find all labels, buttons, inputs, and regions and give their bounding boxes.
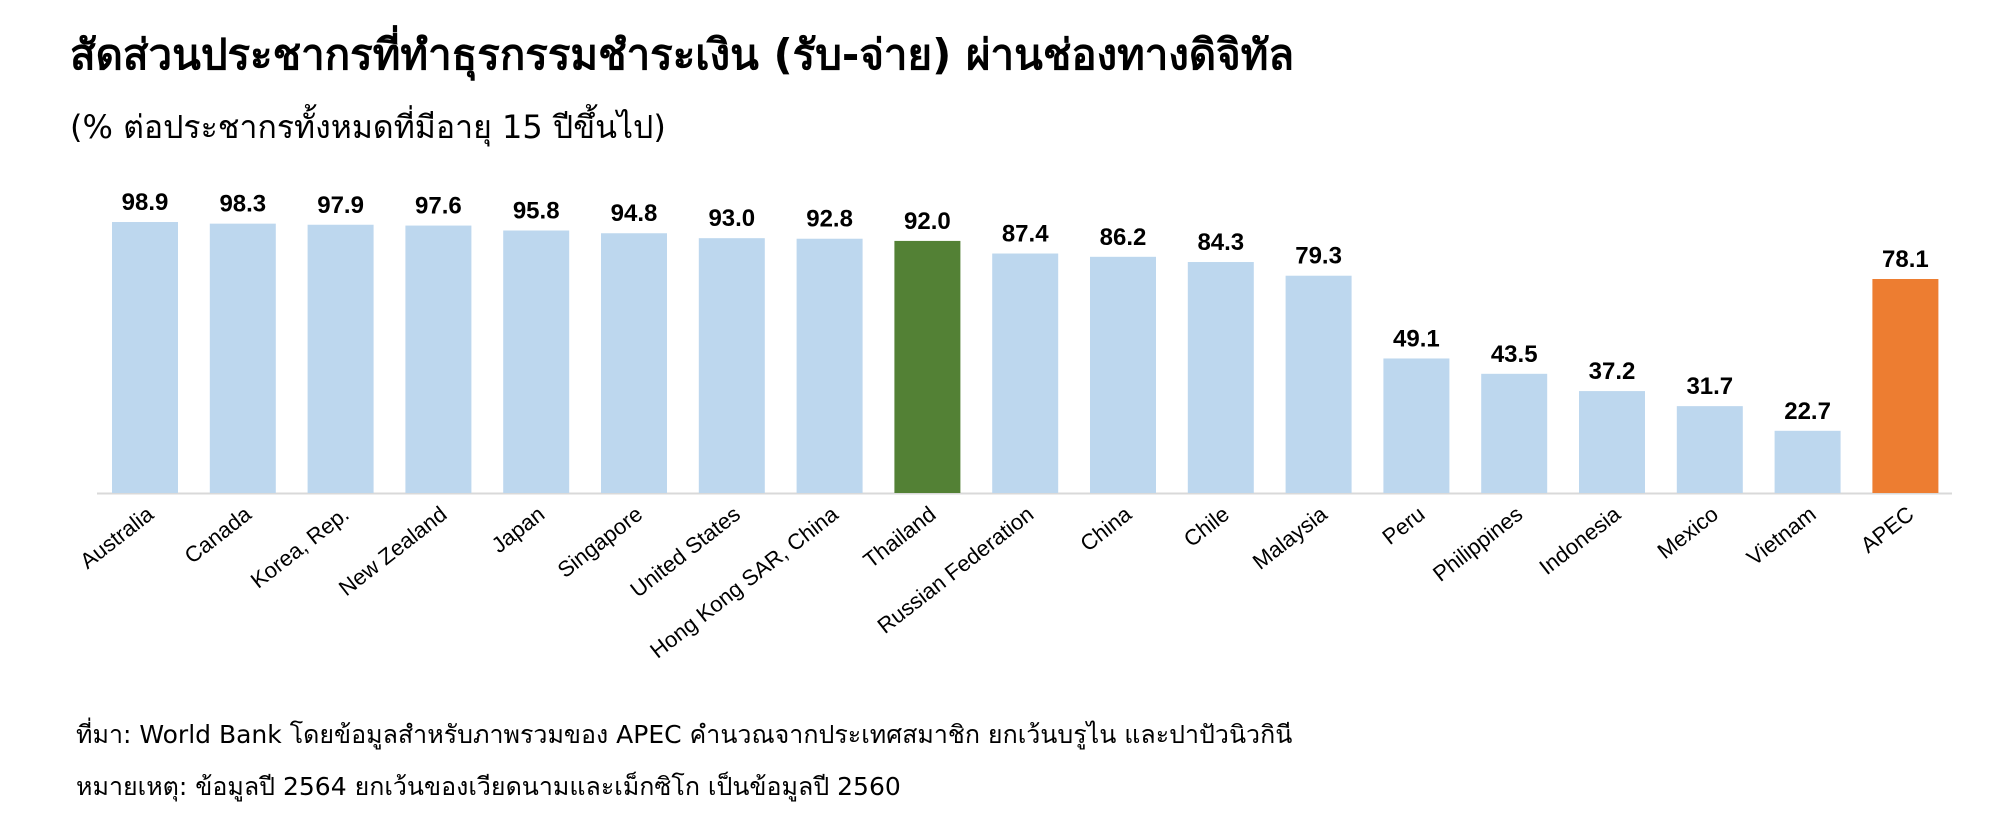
data-label: 97.6 <box>415 193 462 220</box>
x-tick-label: Australia <box>75 501 158 574</box>
data-label: 86.2 <box>1100 224 1147 251</box>
bar-australia <box>112 222 178 494</box>
data-label: 84.3 <box>1197 229 1244 256</box>
remark-note: หมายเหตุ: ข้อมูลปี 2564 ยกเว้นของเวียดนา… <box>76 772 901 801</box>
data-label: 87.4 <box>1002 221 1049 248</box>
bar-canada <box>209 223 276 493</box>
data-label: 37.2 <box>1589 358 1636 385</box>
x-tick-label: Chile <box>1179 501 1234 552</box>
data-label: 98.9 <box>122 189 169 216</box>
bar-russian-federation <box>992 253 1059 493</box>
data-label: 98.3 <box>219 191 266 218</box>
data-label: 79.3 <box>1295 243 1342 270</box>
bar-china <box>1090 256 1156 493</box>
bar-new-zealand <box>405 225 472 494</box>
x-tick-label: APEC <box>1856 501 1919 558</box>
x-tick-label: Peru <box>1377 501 1429 549</box>
bar-singapore <box>601 233 667 494</box>
bar-united-states <box>698 238 765 493</box>
bar-korea-rep- <box>307 224 374 493</box>
x-tick-label: Indonesia <box>1534 501 1625 580</box>
x-tick-label: New Zealand <box>334 501 452 601</box>
data-label: 94.8 <box>611 200 658 227</box>
data-label: 22.7 <box>1784 398 1831 425</box>
data-label: 78.1 <box>1882 246 1929 273</box>
bar-apec <box>1872 279 1939 493</box>
x-tick-label: Mexico <box>1653 501 1723 564</box>
x-tick-label: Malaysia <box>1248 501 1332 575</box>
chart-title: สัดส่วนประชากรที่ทำธุรกรรมชำระเงิน (รับ-… <box>70 30 1295 79</box>
data-label: 49.1 <box>1393 325 1440 352</box>
data-label: 93.0 <box>708 205 755 232</box>
data-label: 31.7 <box>1686 373 1733 400</box>
bar-chile <box>1187 262 1254 493</box>
data-label: 92.0 <box>904 208 951 235</box>
x-tick-label: China <box>1075 501 1136 557</box>
bar-peru <box>1383 358 1450 493</box>
bar-japan <box>503 230 570 493</box>
x-tick-label: Canada <box>180 501 257 569</box>
x-tick-label: Thailand <box>859 501 941 573</box>
bar-vietnam <box>1774 430 1841 493</box>
data-label: 95.8 <box>513 198 560 225</box>
bar-hong-kong-sar-china <box>796 238 863 493</box>
data-label: 92.8 <box>806 206 853 233</box>
bar-indonesia <box>1579 391 1645 493</box>
data-label: 97.9 <box>317 192 364 219</box>
x-tick-label: Philippines <box>1428 501 1527 586</box>
data-label: 43.5 <box>1491 341 1538 368</box>
x-tick-label: Japan <box>487 501 550 558</box>
bar-malaysia <box>1285 275 1352 493</box>
x-tick-label: Vietnam <box>1742 501 1821 570</box>
bar-mexico <box>1676 406 1743 493</box>
x-tick-label: Singapore <box>553 501 647 582</box>
x-tick-label: Hong Kong SAR, China <box>645 501 843 663</box>
bar-thailand <box>894 240 961 493</box>
bar-philippines <box>1481 373 1548 493</box>
source-note: ที่มา: World Bank โดยข้อมูลสำหรับภาพรวมข… <box>76 720 1293 749</box>
chart-subtitle: (% ต่อประชากรทั้งหมดที่มีอายุ 15 ปีขึ้นไ… <box>70 108 666 146</box>
